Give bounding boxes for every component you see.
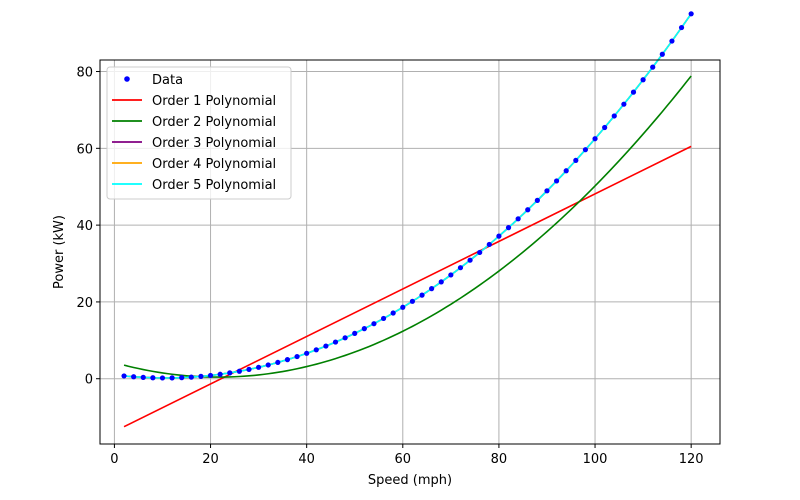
data-point [457,265,464,271]
data-point [275,359,281,366]
x-tick-label: 120 [679,452,704,467]
data-point [380,315,387,322]
x-tick-label: 40 [298,452,315,467]
data-point [246,366,252,372]
data-point [650,64,656,70]
data-point [236,368,242,374]
data-point [150,375,156,381]
data-point [640,77,646,83]
data-point [179,375,185,381]
data-point [669,38,675,44]
data-point [332,339,339,345]
data-point [477,249,483,256]
data-point [688,11,694,17]
data-point [611,113,617,119]
data-point [217,371,223,377]
data-point [313,347,319,353]
x-tick-label: 20 [202,452,219,467]
data-point [140,374,146,380]
data-point [486,241,492,248]
data-point [544,188,550,194]
data-point [621,101,627,107]
data-point [582,147,589,153]
data-point [467,257,473,263]
data-points [121,11,694,381]
data-point [602,124,608,131]
series-line-order-1 [123,145,692,428]
data-point [294,353,300,360]
data-point [371,321,377,327]
data-point [207,372,214,379]
axis-ticks: 0 20 40 60 80 100 120 0 20 40 60 80 [76,66,703,467]
data-point [630,89,637,95]
y-tick-label: 20 [76,296,93,311]
x-axis-label: Speed (mph) [368,473,452,488]
data-point [265,362,271,368]
legend-marker-data [124,76,130,82]
data-point [659,51,665,57]
data-point [515,216,521,222]
legend-label: Data [152,73,183,88]
data-point [534,197,540,203]
plot-area-frame [99,59,721,445]
y-tick-label: 80 [76,66,93,81]
data-point [198,373,204,379]
data-point [525,207,531,213]
data-point [169,375,175,381]
legend-label: Order 3 Polynomial [152,136,276,151]
legend-label: Order 1 Polynomial [152,94,276,109]
data-point [553,178,560,184]
x-tick-label: 80 [491,452,508,467]
data-point [438,279,444,285]
series-line-order-2 [123,75,692,378]
data-point [496,233,502,239]
data-point [592,136,598,142]
data-point [352,330,358,336]
legend-label: Order 4 Polynomial [152,157,276,172]
legend-box [106,66,292,200]
data-point [409,298,416,304]
data-point [678,24,685,31]
data-point [361,326,367,332]
data-point [188,374,194,380]
y-tick-label: 40 [76,219,93,234]
data-point [284,357,291,363]
data-point [400,304,406,310]
legend: Data Order 1 Polynomial Order 2 Polynomial… [106,66,292,200]
legend-label: Order 5 Polynomial [152,178,276,193]
x-tick-label: 0 [110,452,118,467]
y-axis-label: Power (kW) [52,215,67,289]
data-point [429,286,435,292]
data-point [256,364,262,370]
data-point [323,343,329,349]
x-tick-label: 100 [583,452,608,467]
data-point [342,335,348,341]
data-point [304,350,310,356]
data-point [573,157,579,163]
data-point [505,225,512,231]
data-point [448,272,454,278]
data-point [131,374,137,380]
data-point [419,292,425,298]
data-point [390,310,396,316]
y-tick-label: 0 [85,373,93,388]
y-tick-label: 60 [76,142,93,157]
data-point [227,370,233,376]
x-tick-label: 60 [395,452,412,467]
data-point [121,373,127,379]
data-point [159,375,166,381]
data-point [563,168,569,174]
legend-label: Order 2 Polynomial [152,115,276,130]
